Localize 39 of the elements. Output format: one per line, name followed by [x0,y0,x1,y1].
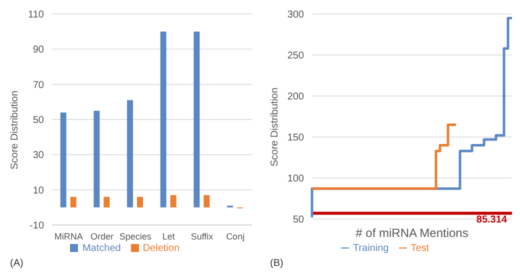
x-tick-label: MiRNA [54,231,83,242]
y-tick-label: 250 [287,50,304,62]
bar [137,196,143,208]
y-tick-label: 30 [32,150,44,162]
y-tick-label: -10 [30,220,44,232]
legend-label: Training [352,243,389,254]
y-tick-label: 100 [287,174,304,185]
y-axis-title: Score Distribution [10,90,21,170]
legend-label: Test [410,243,430,254]
y-tick-label: 90 [32,44,44,56]
y-tick-label: 10 [32,185,44,196]
y-axis-title: Score Distribution [270,88,281,166]
y-tick-label: 150 [287,132,304,144]
y-tick-label: 50 [292,214,304,226]
bar [94,110,100,208]
y-tick-label: 200 [287,92,304,103]
legend-label: Matched [82,243,121,254]
bar [204,195,210,208]
x-tick-label: Let [162,231,176,242]
legend-label: Deletion [142,243,180,254]
y-tick-label: 50 [32,115,44,126]
x-tick-label: Suffix [190,231,214,242]
x-tick-label: Order [90,231,114,242]
text: (A) [10,258,24,269]
bar [194,32,200,208]
bar [60,112,66,208]
y-tick-label: 70 [32,80,44,91]
y-tick-label: 300 [287,10,304,21]
bar [127,100,133,208]
bar [170,195,176,208]
annotation: 85.314 [476,214,508,226]
x-axis-title: # of miRNA Mentions [356,226,468,240]
bar [104,196,110,208]
x-tick-label: Conj [226,231,245,242]
y-tick-label: 110 [28,10,44,21]
bar [160,32,166,208]
x-tick-label: Species [119,231,152,242]
text: (B) [270,258,284,269]
bar [70,196,76,208]
